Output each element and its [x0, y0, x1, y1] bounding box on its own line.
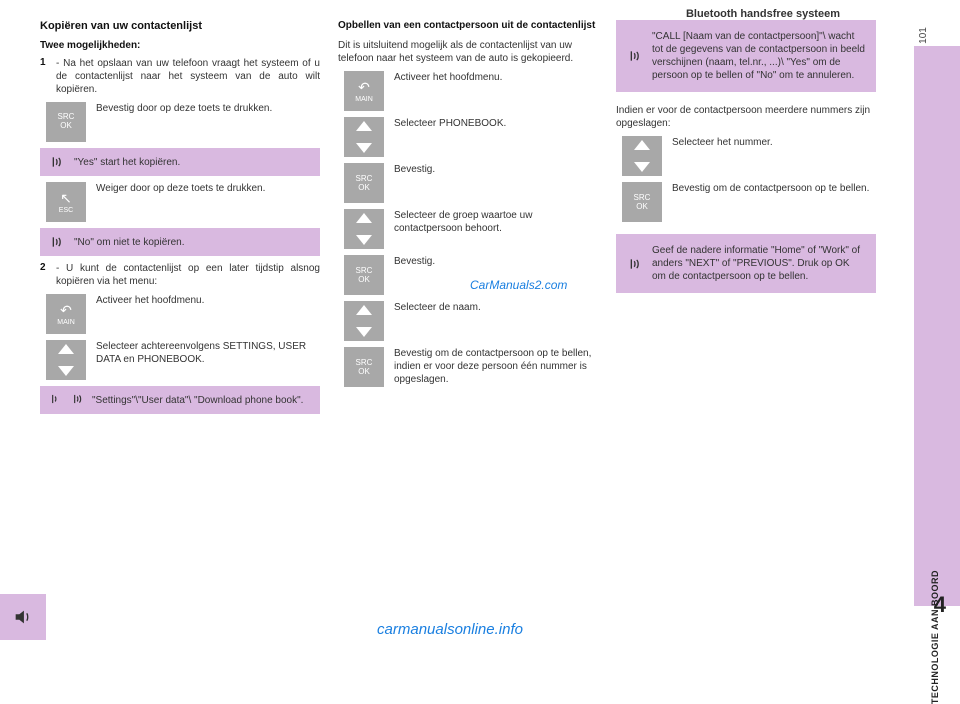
- c2-step-0-text: Activeer het hoofdmenu.: [394, 71, 598, 84]
- voice-yes-copy: "Yes" start het kopiëren.: [40, 148, 320, 176]
- main-menu-text: Activeer het hoofdmenu.: [96, 294, 320, 307]
- column-call-voice: "CALL [Naam van de contactpersoon]"\ wac…: [616, 20, 876, 414]
- voice-call-text: "CALL [Naam van de contactpersoon]"\ wac…: [652, 30, 866, 82]
- voice-call-box: "CALL [Naam van de contactpersoon]"\ wac…: [616, 20, 876, 92]
- column-copy-contacts: Kopiëren van uw contactenlijst Twee moge…: [40, 20, 320, 414]
- side-chapter-number: 4: [934, 592, 946, 618]
- row-main-menu: ↶MAIN Activeer het hoofdmenu.: [40, 294, 320, 334]
- side-tab: [914, 46, 960, 606]
- row-nav-settings: Selecteer achtereenvolgens SETTINGS, USE…: [40, 340, 320, 380]
- col1-subtitle: Twee mogelijkheden:: [40, 40, 320, 51]
- voice-icon: [48, 392, 64, 408]
- c3-select-number-text: Selecteer het nummer.: [672, 136, 876, 149]
- srcok-button-icon: SRCOK: [344, 163, 384, 203]
- updown-button-icon: [46, 340, 86, 380]
- c2-step-2-text: Bevestig.: [394, 163, 598, 176]
- side-label: TECHNOLOGIE AAN BOORD: [930, 570, 940, 704]
- main-button-icon: ↶MAIN: [46, 294, 86, 334]
- c2-step-5-text: Selecteer de naam.: [394, 301, 598, 314]
- voice-no-text: "No" om niet te kopiëren.: [74, 236, 312, 249]
- voice-home-work-box: Geef de nadere informatie "Home" of "Wor…: [616, 234, 876, 293]
- c3-confirm-call-text: Bevestig om de contactpersoon op te bell…: [672, 182, 876, 195]
- srcok-button-icon: SRCOK: [46, 102, 86, 142]
- step-1-text: - Na het opslaan van uw telefoon vraagt …: [56, 57, 320, 96]
- c3-step-confirm-call: SRCOK Bevestig om de contactpersoon op t…: [616, 182, 876, 222]
- c2-step-3-text: Selecteer de groep waartoe uw contactper…: [394, 209, 598, 235]
- c2-step-2: SRCOK Bevestig.: [338, 163, 598, 203]
- c2-step-1-text: Selecteer PHONEBOOK.: [394, 117, 598, 130]
- c2-step-4: SRCOK Bevestig.: [338, 255, 598, 295]
- srcok-button-icon: SRCOK: [344, 255, 384, 295]
- srcok-button-icon: SRCOK: [622, 182, 662, 222]
- voice-settings-text: "Settings"\"User data"\ "Download phone …: [92, 394, 312, 407]
- column-call-contact: Opbellen van een contactpersoon uit de c…: [338, 20, 598, 414]
- voice-yes-text: "Yes" start het kopiëren.: [74, 156, 312, 169]
- step-1-number: 1: [40, 57, 48, 68]
- updown-button-icon: [344, 301, 384, 341]
- c2-step-0: ↶MAIN Activeer het hoofdmenu.: [338, 71, 598, 111]
- row-esc-decline: ↖ESC Weiger door op deze toets te drukke…: [40, 182, 320, 222]
- step-2-number: 2: [40, 262, 48, 273]
- c2-step-6-text: Bevestig om de contactpersoon op te bell…: [394, 347, 598, 386]
- col1-title: Kopiëren van uw contactenlijst: [40, 20, 320, 32]
- voice-icon: [626, 48, 642, 64]
- col2-title: Opbellen van een contactpersoon uit de c…: [338, 20, 598, 31]
- c2-step-6: SRCOK Bevestig om de contactpersoon op t…: [338, 347, 598, 387]
- footer-link: carmanualsonline.info: [0, 621, 900, 638]
- step-2: 2 - U kunt de contactenlijst op een late…: [40, 262, 320, 288]
- esc-button-icon: ↖ESC: [46, 182, 86, 222]
- voice-icon: [48, 154, 64, 170]
- page-header: Bluetooth handsfree systeem: [686, 8, 840, 20]
- page-number: 101: [918, 27, 929, 44]
- c2-step-1: Selecteer PHONEBOOK.: [338, 117, 598, 157]
- c2-step-4-text: Bevestig.: [394, 255, 598, 268]
- voice-settings-path: "Settings"\"User data"\ "Download phone …: [40, 386, 320, 414]
- main-button-icon: ↶MAIN: [344, 71, 384, 111]
- nav-settings-text: Selecteer achtereenvolgens SETTINGS, USE…: [96, 340, 320, 366]
- srcok-confirm-text: Bevestig door op deze toets te drukken.: [96, 102, 320, 115]
- c2-step-3: Selecteer de groep waartoe uw contactper…: [338, 209, 598, 249]
- updown-button-icon: [344, 209, 384, 249]
- voice-icon: [70, 392, 86, 408]
- voice-no-copy: "No" om niet te kopiëren.: [40, 228, 320, 256]
- voice-home-work-text: Geef de nadere informatie "Home" of "Wor…: [652, 244, 866, 283]
- col2-intro: Dit is uitsluitend mogelijk als de conta…: [338, 39, 598, 65]
- updown-button-icon: [622, 136, 662, 176]
- c3-step-select-number: Selecteer het nummer.: [616, 136, 876, 176]
- updown-button-icon: [344, 117, 384, 157]
- c2-step-5: Selecteer de naam.: [338, 301, 598, 341]
- col3-intro: Indien er voor de contactpersoon meerder…: [616, 104, 876, 130]
- voice-icon: [48, 234, 64, 250]
- srcok-button-icon: SRCOK: [344, 347, 384, 387]
- step-1: 1 - Na het opslaan van uw telefoon vraag…: [40, 57, 320, 96]
- step-2-text: - U kunt de contactenlijst op een later …: [56, 262, 320, 288]
- row-srcok-confirm: SRCOK Bevestig door op deze toets te dru…: [40, 102, 320, 142]
- voice-icon: [626, 256, 642, 272]
- esc-decline-text: Weiger door op deze toets te drukken.: [96, 182, 320, 195]
